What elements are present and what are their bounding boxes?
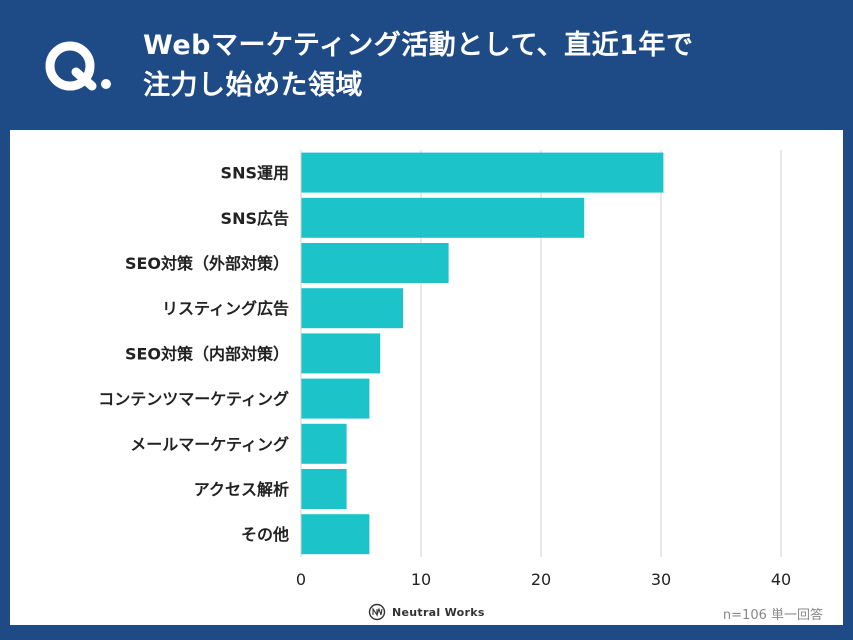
bar-chart: 0 10 20 30 40 SNS運用 SNS広告 SEO対策（外部対策） リスティング広告 SE…: [98, 150, 791, 589]
bar-5: [301, 378, 370, 419]
category-label-2: SEO対策（外部対策）: [125, 254, 289, 273]
title-line-2: 注力し始めた領域: [143, 70, 363, 101]
x-tick-label-20: 20: [531, 570, 551, 589]
bar-1: [301, 197, 585, 238]
bar-4: [301, 333, 381, 374]
bar-3: [301, 288, 403, 329]
bar-8: [301, 514, 370, 555]
bar-0: [301, 152, 664, 193]
x-tick-label-30: 30: [651, 570, 671, 589]
footer-logo: Neutral Works: [368, 603, 485, 621]
x-tick-label-10: 10: [411, 570, 431, 589]
category-label-0: SNS運用: [221, 164, 289, 183]
x-tick-label-0: 0: [296, 570, 306, 589]
category-label-5: コンテンツマーケティング: [98, 390, 289, 409]
bar-6: [301, 423, 347, 464]
question-title: Webマーケティング活動として、直近1年で 注力し始めた領域: [143, 26, 693, 106]
question-header: Webマーケティング活動として、直近1年で 注力し始めた領域: [0, 0, 853, 130]
neutral-works-logo-icon: [368, 603, 386, 621]
bar-7: [301, 469, 347, 509]
chart-panel: 0 10 20 30 40 SNS運用 SNS広告 SEO対策（外部対策） リスティング広告 SE…: [10, 130, 843, 625]
category-label-6: メールマーケティング: [130, 435, 289, 454]
question-q-icon: [45, 41, 111, 91]
category-label-1: SNS広告: [221, 209, 289, 228]
x-tick-label-40: 40: [771, 570, 791, 589]
category-label-4: SEO対策（内部対策）: [125, 344, 289, 363]
logo-text: Neutral Works: [392, 605, 485, 619]
title-line-1: Webマーケティング活動として、直近1年で: [143, 30, 694, 61]
sample-note: n=106 単一回答: [722, 608, 823, 623]
bar-2: [301, 243, 449, 283]
category-label-7: アクセス解析: [194, 480, 289, 499]
category-label-8: その他: [241, 525, 289, 544]
category-label-3: リスティング広告: [162, 299, 289, 318]
